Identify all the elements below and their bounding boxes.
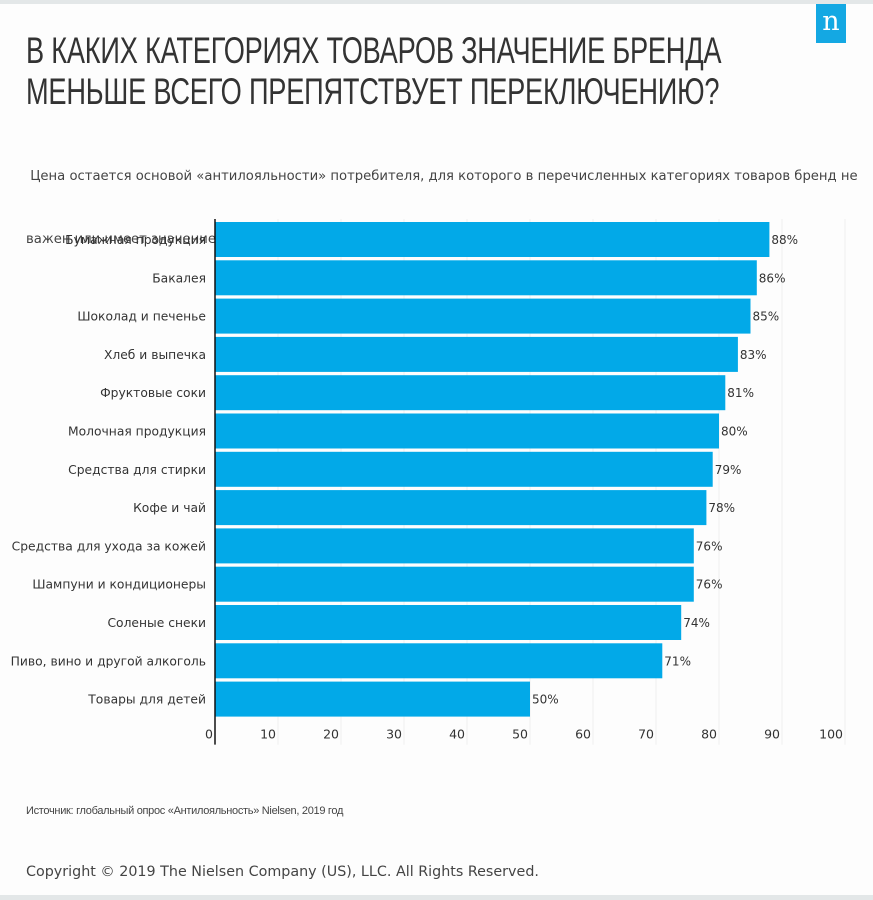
x-tick-labels: 0 10 20 30 40 50 60 70 80 90 100	[205, 727, 843, 742]
category-label: Бумажная продукция	[65, 233, 206, 247]
bars	[215, 222, 770, 717]
data-label: 71%	[664, 654, 691, 668]
data-label: 76%	[696, 578, 723, 592]
bottom-border-strip	[0, 895, 873, 900]
bar	[215, 528, 694, 564]
bar	[215, 413, 719, 449]
bar	[215, 336, 738, 372]
category-label: Шоколад и печенье	[77, 310, 206, 324]
category-label: Товары для детей	[87, 693, 206, 707]
x-tick-label: 80	[701, 727, 717, 742]
x-tick-label: 0	[205, 727, 213, 742]
data-label: 74%	[683, 616, 710, 630]
data-label: 88%	[771, 233, 798, 247]
data-label: 80%	[721, 425, 748, 439]
copyright-notice: Copyright © 2019 The Nielsen Company (US…	[26, 864, 539, 880]
x-tick-label: 40	[449, 727, 465, 742]
top-border-strip	[0, 0, 873, 4]
chart-title-line: В КАКИХ КАТЕГОРИЯХ ТОВАРОВ ЗНАЧЕНИЕ БРЕН…	[26, 30, 722, 71]
category-label: Средства для стирки	[68, 463, 206, 477]
data-label: 79%	[715, 463, 742, 477]
data-label: 50%	[532, 693, 559, 707]
data-label: 78%	[708, 501, 735, 515]
x-tick-label: 10	[260, 727, 276, 742]
nielsen-logo-icon: n	[816, 4, 846, 43]
bar	[215, 643, 663, 679]
x-tick-label: 20	[323, 727, 339, 742]
x-tick-label: 90	[764, 727, 780, 742]
category-labels: Бумажная продукция Бакалея Шоколад и печен…	[11, 233, 206, 707]
chart-title-line: МЕНЬШЕ ВСЕГО ПРЕПЯТСТВУЕТ ПЕРЕКЛЮЧЕНИЮ?	[26, 71, 720, 112]
data-label: 85%	[753, 310, 780, 324]
category-label: Кофе и чай	[133, 501, 206, 515]
bar-chart: Бумажная продукция Бакалея Шоколад и печен…	[11, 219, 846, 745]
category-label: Хлеб и выпечка	[104, 348, 206, 362]
bar	[215, 451, 713, 487]
bar	[215, 260, 757, 296]
category-label: Бакалея	[152, 271, 206, 285]
x-tick-label: 30	[386, 727, 402, 742]
category-label: Шампуни и кондиционеры	[32, 578, 206, 592]
bar	[215, 605, 682, 640]
value-labels: 88% 86% 85% 83% 81% 80% 79% 78% 76% 76% 74% 71% 50%	[532, 233, 798, 707]
x-tick-label: 70	[638, 727, 654, 742]
data-label: 81%	[727, 386, 754, 400]
x-tick-label: 100	[819, 727, 843, 742]
data-label: 76%	[696, 539, 723, 553]
chart-title: В КАКИХ КАТЕГОРИЯХ ТОВАРОВ ЗНАЧЕНИЕ БРЕН…	[26, 30, 722, 112]
data-label: 83%	[740, 348, 767, 362]
bar	[215, 222, 770, 257]
data-label: 86%	[759, 271, 786, 285]
category-label: Фруктовые соки	[100, 386, 206, 400]
bar	[215, 681, 530, 717]
category-label: Пиво, вино и другой алкоголь	[11, 654, 206, 668]
bar	[215, 298, 751, 334]
bar	[215, 375, 726, 411]
bar	[215, 490, 707, 526]
bar	[215, 566, 694, 602]
category-label: Соленые снеки	[107, 616, 206, 630]
category-label: Молочная продукция	[68, 425, 206, 439]
chart-subtitle-line: Цена остается основой «антилояльности» п…	[26, 169, 858, 184]
x-tick-label: 60	[575, 727, 591, 742]
category-label: Средства для ухода за кожей	[12, 539, 206, 553]
source-note: Источник: глобальный опрос «Антилояльнос…	[26, 805, 344, 817]
x-tick-label: 50	[512, 727, 528, 742]
